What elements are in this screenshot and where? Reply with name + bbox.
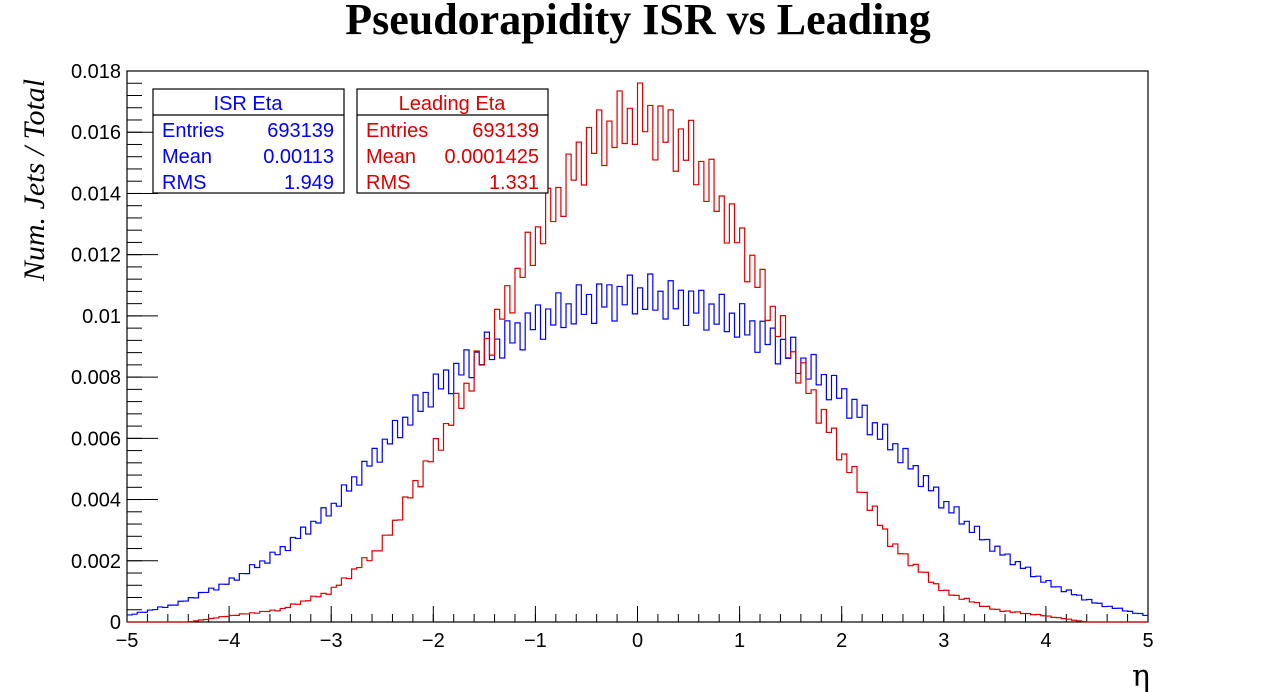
x-tick-label: −4 bbox=[218, 630, 241, 652]
x-axis-label: η bbox=[1132, 659, 1150, 692]
chart-title: Pseudorapidity ISR vs Leading bbox=[345, 0, 931, 44]
stats-box-leading: Leading Eta Entries 693139 Mean 0.000142… bbox=[356, 88, 549, 194]
stats-isr-rms-value: 1.949 bbox=[284, 172, 334, 194]
y-tick-label: 0.014 bbox=[71, 183, 121, 205]
x-tick-label: 5 bbox=[1142, 630, 1153, 652]
y-tick-label: 0.006 bbox=[71, 428, 121, 450]
stats-box-isr: ISR Eta Entries 693139 Mean 0.00113 RMS … bbox=[152, 88, 345, 194]
stats-isr-mean-value: 0.00113 bbox=[263, 146, 334, 168]
y-axis-label: Num. Jets / Total bbox=[18, 79, 51, 282]
stats-leading-rms-value: 1.331 bbox=[489, 172, 539, 194]
series-0-histogram bbox=[127, 273, 1148, 617]
stats-leading-entries-label: Entries bbox=[366, 120, 428, 142]
stats-box-isr-frame bbox=[152, 88, 345, 194]
stats-isr-rms-label: RMS bbox=[162, 172, 206, 194]
x-tick-label: 2 bbox=[836, 630, 847, 652]
stats-isr-mean-label: Mean bbox=[162, 146, 212, 168]
stats-leading-rms-label: RMS bbox=[366, 172, 410, 194]
axes: −5 −4 −3 −2 −1 0 1 2 3 4 5 0 0.002 0.004 0.006 0.008 0.0… bbox=[71, 61, 1154, 652]
x-tick-label: 4 bbox=[1040, 630, 1051, 652]
stats-leading-mean-value: 0.0001425 bbox=[444, 146, 539, 168]
stats-leading-name: Leading Eta bbox=[399, 93, 507, 115]
x-tick-label: 1 bbox=[734, 630, 745, 652]
stats-isr-name: ISR Eta bbox=[214, 93, 284, 115]
stats-leading-mean-label: Mean bbox=[366, 146, 416, 168]
x-tick-label: 3 bbox=[938, 630, 949, 652]
stats-box-leading-frame bbox=[356, 88, 549, 194]
y-tick-label: 0.012 bbox=[71, 245, 121, 267]
stats-isr-entries-value: 693139 bbox=[267, 120, 334, 142]
y-tick-label: 0.016 bbox=[71, 122, 121, 144]
x-tick-label: −1 bbox=[524, 630, 547, 652]
stats-leading-entries-value: 693139 bbox=[472, 120, 539, 142]
y-tick-label: 0.01 bbox=[82, 306, 121, 328]
y-tick-label: 0 bbox=[110, 612, 121, 634]
x-tick-label: −2 bbox=[422, 630, 445, 652]
series-layer bbox=[127, 82, 1148, 623]
x-tick-label: 0 bbox=[632, 630, 643, 652]
x-tick-label: −5 bbox=[116, 630, 139, 652]
y-tick-label: 0.002 bbox=[71, 551, 121, 573]
x-tick-label: −3 bbox=[320, 630, 343, 652]
series-1-histogram bbox=[127, 82, 1148, 623]
y-tick-label: 0.008 bbox=[71, 367, 121, 389]
stats-isr-entries-label: Entries bbox=[162, 120, 224, 142]
y-tick-label: 0.018 bbox=[71, 61, 121, 83]
y-tick-label: 0.004 bbox=[71, 490, 121, 512]
